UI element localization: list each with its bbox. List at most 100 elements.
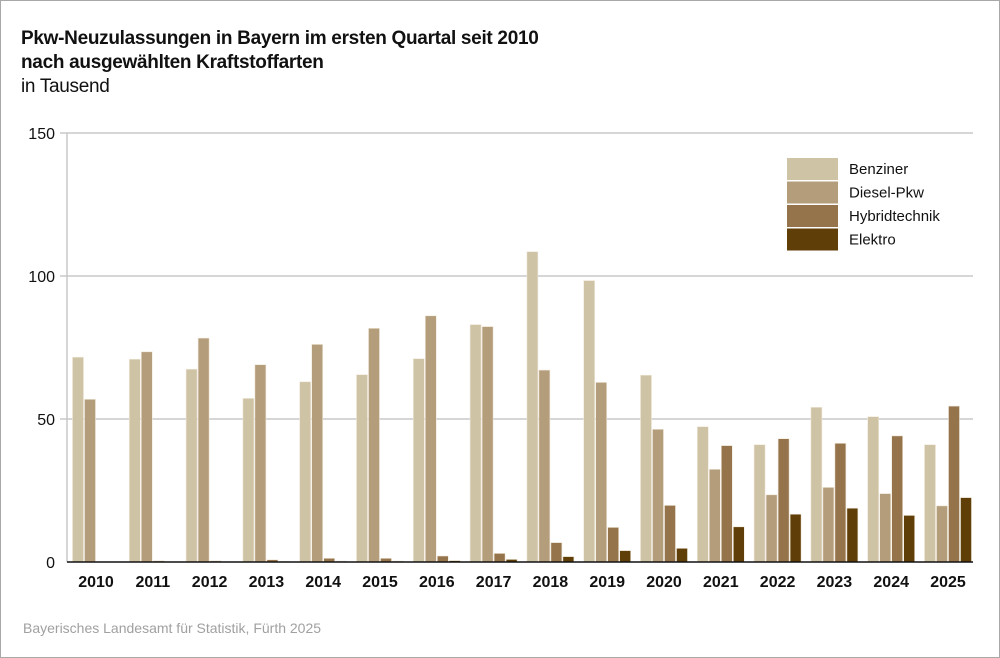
bar-hybridtechnik-2016 [436,555,449,563]
legend-swatch [787,181,838,204]
bar-diesel-pkw-2016 [424,315,437,563]
bar-diesel-pkw-2015 [368,327,380,563]
bar-benziner-2011 [129,358,141,563]
legend: Benziner Diesel-Pkw Hybridtechnik Elektro [787,158,940,251]
chart-title: Pkw-Neuzulassungen in Bayern im ersten Q… [21,27,539,75]
bar-diesel-pkw-2019 [595,382,608,563]
bar-diesel-pkw-2018 [538,369,551,563]
y-tick-label: 150 [28,126,55,143]
x-tick-label: 2021 [703,574,739,591]
x-tick-label: 2010 [78,574,114,591]
bar-elektro-2018 [562,556,575,563]
bar-group-2024 [867,416,916,563]
bar-group-2019 [583,280,632,563]
bar-benziner-2021 [696,426,709,563]
bar-diesel-pkw-2024 [879,493,892,563]
legend-swatch [787,158,838,180]
legend-swatch [787,205,838,227]
x-tick-label: 2020 [646,574,682,591]
bar-group-2015 [356,327,404,563]
chart-subtitle: in Tausend [21,76,110,97]
bar-benziner-2022 [753,444,766,563]
bar-group-2013 [242,364,291,563]
bar-group-2012 [185,337,234,563]
bar-diesel-pkw-2017 [481,326,494,563]
legend-swatch [787,228,838,251]
x-tick-label: 2015 [362,574,398,591]
legend-label: Benziner [849,161,908,178]
bar-diesel-pkw-2020 [652,428,664,563]
bar-benziner-2025 [924,444,936,563]
bar-hybridtechnik-2025 [948,405,960,563]
bar-group-2022 [753,438,802,563]
y-tick-label: 50 [37,412,55,429]
bar-benziner-2012 [185,368,198,563]
bar-benziner-2017 [469,324,482,563]
legend-label: Hybridtechnik [849,208,940,225]
bar-hybridtechnik-2023 [834,442,847,563]
legend-label: Elektro [849,232,896,249]
bar-diesel-pkw-2013 [254,364,267,563]
bar-elektro-2025 [960,497,972,563]
bar-diesel-pkw-2014 [311,344,324,563]
bar-benziner-2024 [867,416,880,563]
source-note: Bayerisches Landesamt für Statistik, Für… [23,620,322,636]
bar-diesel-pkw-2012 [197,337,210,563]
bar-group-2021 [696,426,745,563]
bar-group-2018 [526,251,575,563]
x-tick-label: 2016 [419,574,455,591]
x-tick-label: 2012 [192,574,228,591]
bar-elektro-2023 [846,507,859,563]
legend-item-hybridtechnik: Hybridtechnik [787,205,940,227]
bar-benziner-2015 [356,374,368,563]
x-axis-ticks: 2010 2011 2012 2013 2014 2015 2016 2017 2018 2019… [78,574,966,591]
x-tick-label: 2014 [305,574,341,591]
x-tick-label: 2018 [533,574,569,591]
bar-elektro-2021 [732,526,745,563]
bar-hybridtechnik-2021 [720,445,733,563]
bar-hybridtechnik-2019 [607,527,620,563]
bar-benziner-2019 [583,280,596,563]
bar-group-2016 [412,315,461,563]
bar-hybridtechnik-2018 [550,542,563,563]
bars [72,251,972,563]
legend-item-benziner: Benziner [787,158,908,180]
x-tick-label: 2019 [589,574,625,591]
x-tick-label: 2024 [873,574,909,591]
y-axis-ticks: 0 50 100 150 [28,126,55,572]
bar-group-2010 [72,356,108,563]
legend-item-diesel-pkw: Diesel-Pkw [787,181,924,204]
bar-elektro-2020 [676,547,688,563]
bar-benziner-2014 [299,381,312,563]
x-tick-label: 2013 [249,574,285,591]
bar-diesel-pkw-2025 [936,505,948,563]
bar-benziner-2023 [810,406,823,563]
bar-elektro-2022 [789,513,802,563]
bar-diesel-pkw-2011 [141,351,153,563]
y-tick-label: 0 [46,555,55,572]
bar-group-2017 [469,324,518,563]
y-tick-label: 100 [28,269,55,286]
bar-group-2025 [924,405,972,563]
bar-group-2011 [129,351,177,563]
bar-group-2020 [640,374,688,563]
bar-benziner-2013 [242,398,255,563]
legend-item-elektro: Elektro [787,228,896,251]
x-tick-label: 2023 [817,574,853,591]
bar-group-2014 [299,344,348,563]
bar-group-2023 [810,406,859,563]
bar-hybridtechnik-2020 [664,505,676,563]
bar-diesel-pkw-2010 [84,398,96,563]
chart-title-line-1: Pkw-Neuzulassungen in Bayern im ersten Q… [21,28,539,49]
bar-elektro-2024 [903,515,916,563]
bar-hybridtechnik-2017 [493,553,506,563]
bar-hybridtechnik-2024 [891,435,904,563]
chart-title-line-2: nach ausgewählten Kraftstoffarten [21,52,324,73]
x-tick-label: 2025 [930,574,966,591]
bar-hybridtechnik-2022 [777,438,790,563]
bar-benziner-2016 [412,358,425,563]
x-tick-label: 2022 [760,574,796,591]
bar-benziner-2018 [526,251,539,563]
bar-benziner-2010 [72,356,84,563]
